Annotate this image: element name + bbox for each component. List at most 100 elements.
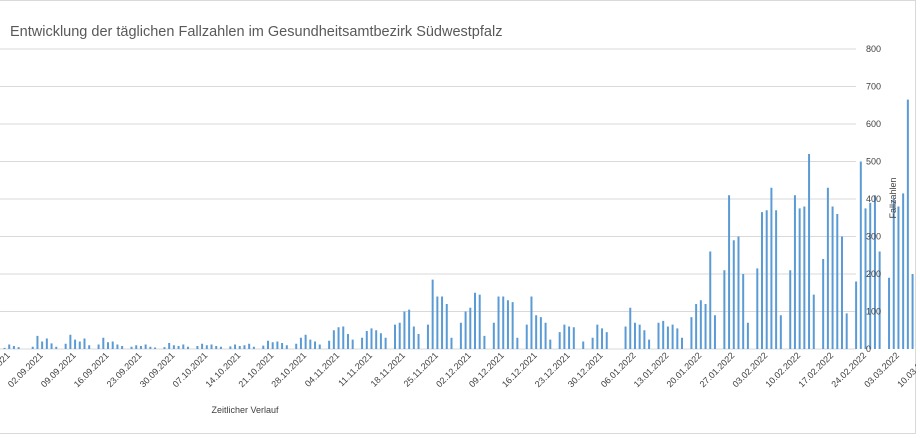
bar [676,328,679,350]
y-tick-label: 100 [866,307,881,317]
bar [398,322,401,349]
bar [149,346,152,349]
bar [281,343,284,349]
bar [139,346,142,349]
chart-title: Entwicklung der täglichen Fallzahlen im … [10,24,503,40]
bar [855,281,858,349]
bar [775,210,778,349]
bar [299,337,302,349]
bar [121,346,124,349]
x-tick-label: 04.11.2021 [303,350,341,388]
bar [732,240,735,349]
bar [492,322,495,349]
bar [83,338,86,349]
bar [31,346,34,349]
y-axis-label: Fallzahlen [888,177,898,218]
bar [742,274,745,349]
bar [243,345,246,349]
bar [662,320,665,350]
bar [370,328,373,350]
bar [897,206,900,349]
bar [864,208,867,350]
bar [314,341,317,349]
bar [911,274,914,349]
bar [304,334,307,349]
bar [558,332,561,350]
bar [196,346,199,349]
bar [666,326,669,349]
bar [836,214,839,349]
bar [591,337,594,349]
bar [262,345,265,350]
bars [3,99,914,350]
x-tick-label: 8.2021 [0,350,12,377]
bar [111,341,114,349]
bar [248,343,251,349]
bar [878,251,881,349]
bar [50,343,53,350]
bar [238,346,241,349]
bar [483,335,486,350]
bar [144,344,147,349]
bar [695,304,698,349]
bar [845,313,848,350]
bar [295,343,298,349]
bar [64,343,67,349]
bar [902,193,905,350]
bar [394,324,397,350]
bar [873,195,876,349]
bar [892,199,895,349]
bar [761,212,763,350]
y-tick-label: 500 [866,157,881,167]
bar [177,346,180,349]
bar [497,296,500,349]
bar [459,322,462,349]
bar [417,334,420,349]
bar [168,343,171,349]
bar [831,206,834,349]
bar [770,187,773,349]
bar [74,339,77,350]
bar [205,345,208,349]
bar [97,344,100,349]
x-axis-label: Zeitlicher Verlauf [211,405,279,415]
bar [201,343,204,349]
bar [351,339,354,350]
bar [539,317,542,350]
bar [187,346,189,349]
bar [379,333,382,349]
bar [713,315,716,349]
bar [648,339,651,350]
bar [135,345,138,349]
bar [215,346,218,349]
bar [723,270,726,349]
bar [55,346,58,349]
bar [624,326,627,349]
bar [779,315,782,349]
x-ticks: 8.202102.09.202109.09.202116.09.202123.0… [0,350,916,389]
bar [798,208,801,350]
bar [549,339,552,350]
bar [102,337,105,349]
bar [812,294,815,350]
bar [681,337,684,349]
bar [793,195,796,349]
bar [789,270,792,349]
x-tick-label: 18.11.2021 [369,350,407,388]
bar [756,268,759,350]
bar [318,344,321,349]
bar [502,296,505,349]
bar [375,330,378,349]
bar [906,99,909,350]
bar [365,331,368,349]
bar [403,311,406,349]
bar [728,195,731,349]
bar [840,236,843,349]
bar [596,324,599,350]
bar [464,311,467,349]
bar [69,334,72,349]
bar [765,210,768,349]
bar [643,330,646,349]
